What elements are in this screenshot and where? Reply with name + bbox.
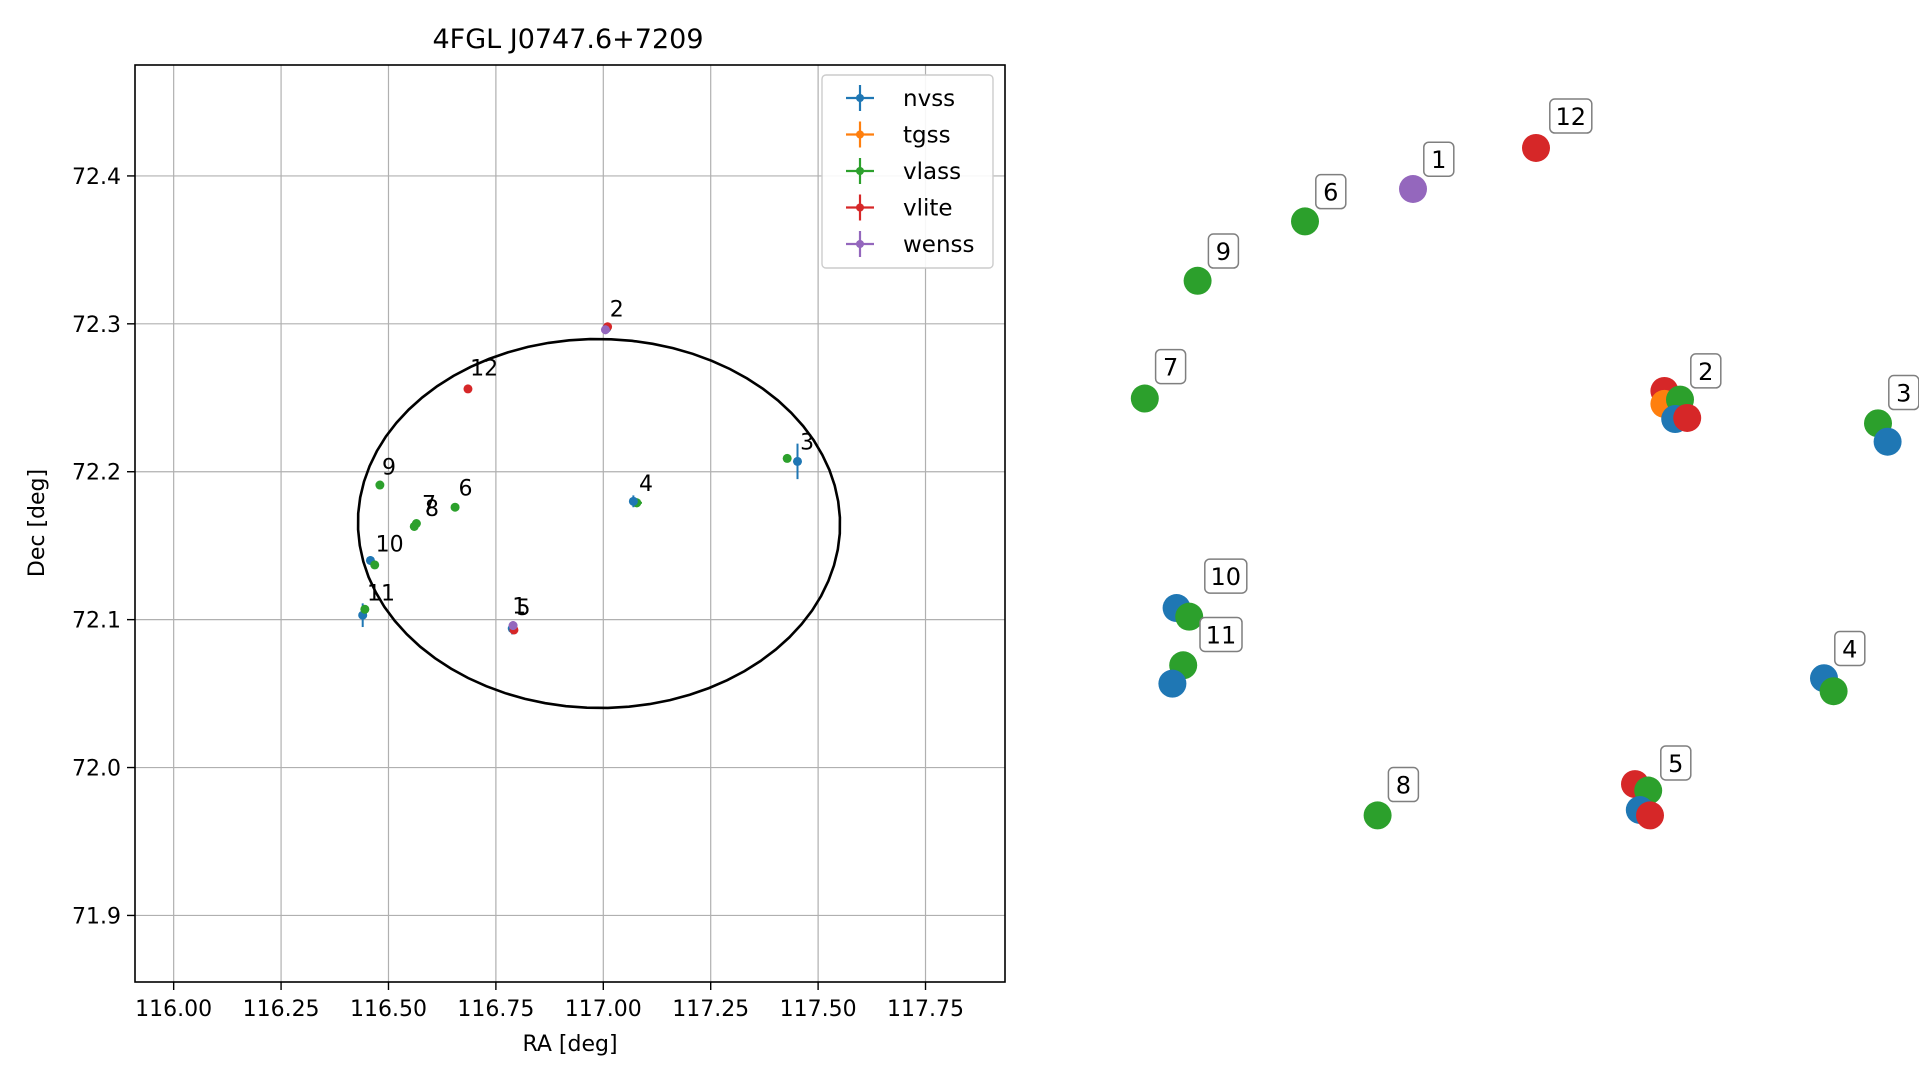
legend-label-nvss: nvss — [903, 86, 955, 112]
data-point-vlass — [370, 560, 380, 570]
data-point-vlass — [360, 604, 370, 614]
x-tick-label: 117.50 — [780, 997, 857, 1022]
cluster-point-nvss — [1873, 427, 1902, 456]
cluster-point-vlass — [1819, 677, 1848, 706]
source-label: 9 — [382, 456, 396, 481]
cluster-point-vlass — [1363, 801, 1392, 830]
cluster-label: 11 — [1206, 621, 1237, 649]
cluster-label: 3 — [1896, 380, 1911, 408]
cluster-label: 1 — [1431, 146, 1446, 174]
source-label: 11 — [367, 581, 395, 606]
cluster-label: 10 — [1211, 563, 1242, 591]
cluster-label: 9 — [1216, 238, 1231, 266]
data-point-wenss — [508, 621, 518, 631]
legend-label-tgss: tgss — [903, 123, 951, 149]
error-ellipse-layer — [356, 337, 842, 710]
y-axis-title: Dec [deg] — [25, 469, 50, 577]
x-axis-ticks: 116.00 116.25 116.50 116.75 117.00 117.25 117.… — [135, 982, 964, 1022]
y-tick-label: 71.9 — [72, 904, 121, 929]
source-label: 2 — [610, 297, 624, 322]
source-label: 3 — [800, 431, 814, 456]
cluster-point-vlite — [1673, 403, 1702, 432]
cluster-label-box — [1154, 348, 1187, 385]
cluster-label: 2 — [1698, 358, 1713, 386]
cluster-label-box — [1660, 745, 1692, 781]
data-points — [358, 322, 802, 635]
cluster-label-box — [1199, 616, 1243, 653]
cluster-label-box — [1204, 558, 1248, 594]
cluster-point-vlass — [1291, 207, 1319, 236]
legend-label-vlite: vlite — [903, 196, 953, 222]
source-label: 1 — [512, 595, 526, 620]
cluster-label: 4 — [1842, 635, 1857, 663]
cluster-label-box — [1549, 98, 1593, 134]
data-point-nvss — [792, 456, 802, 466]
x-tick-label: 117.25 — [672, 997, 749, 1022]
legend-label-wenss: wenss — [903, 232, 975, 258]
x-tick-label: 116.00 — [135, 997, 212, 1022]
x-tick-label: 116.25 — [243, 997, 320, 1022]
x-tick-label: 117.75 — [887, 997, 964, 1022]
legend-entries: nvss tgss vlass vlite wenss — [846, 85, 975, 258]
data-point-vlass — [450, 502, 460, 512]
cluster-label: 7 — [1163, 354, 1178, 382]
legend-marker-dot — [856, 94, 864, 102]
data-point-vlite — [463, 384, 473, 394]
cluster-diagram-points — [1130, 133, 1902, 830]
data-point-vlass — [375, 480, 385, 490]
cluster-label-box — [1387, 766, 1420, 803]
cluster-label: 8 — [1396, 772, 1411, 800]
y-tick-label: 72.3 — [72, 313, 121, 338]
legend-marker-dot — [856, 167, 864, 175]
y-tick-label: 72.2 — [72, 461, 121, 486]
source-label: 10 — [376, 533, 404, 558]
cluster-diagram-labels: 12 1 6 9 7 2 3 10 11 4 5 8 — [1154, 98, 1919, 803]
cluster-label-box — [1690, 353, 1722, 389]
source-label: 6 — [459, 476, 473, 501]
y-tick-label: 72.1 — [72, 609, 121, 634]
cluster-point-vlite — [1636, 801, 1664, 830]
source-label: 7 — [422, 493, 436, 518]
legend-box — [821, 74, 994, 269]
x-tick-label: 117.00 — [565, 997, 642, 1022]
data-point-wenss — [600, 325, 610, 335]
cluster-point-nvss — [1158, 669, 1187, 698]
source-label: 12 — [470, 357, 498, 382]
source-label: 5 — [517, 596, 531, 621]
cluster-label: 6 — [1323, 179, 1338, 207]
cluster-point-wenss — [1399, 175, 1427, 203]
chart-title: 4FGL J0747.6+7209 — [432, 24, 703, 55]
localization-ellipse — [356, 337, 842, 710]
cluster-label-box — [1315, 173, 1347, 210]
source-label: 8 — [425, 497, 439, 522]
data-point-vlass — [409, 521, 419, 531]
legend-marker-dot — [856, 130, 864, 139]
y-axis-ticks: 71.9 72.0 72.1 72.2 72.3 72.4 — [72, 165, 135, 929]
cluster-label-box — [1834, 630, 1866, 667]
plot-frame — [134, 64, 1006, 983]
legend-label-vlass: vlass — [903, 159, 961, 185]
source-label: 4 — [639, 472, 653, 497]
cluster-label-box — [1207, 233, 1240, 269]
x-tick-label: 116.50 — [350, 997, 427, 1022]
cluster-point-vlass — [1175, 602, 1204, 631]
cluster-point-vlite — [1522, 133, 1550, 162]
cluster-point-vlass — [1130, 384, 1159, 413]
cluster-point-vlass — [1183, 266, 1212, 295]
legend-marker-dot — [856, 240, 864, 248]
data-point-vlass — [782, 453, 792, 463]
y-tick-label: 72.4 — [72, 165, 121, 190]
y-tick-label: 72.0 — [72, 757, 121, 782]
cluster-label-box — [1423, 141, 1455, 177]
legend: nvss tgss vlass vlite wenss — [821, 74, 994, 269]
x-tick-label: 116.75 — [457, 997, 534, 1022]
cluster-label: 12 — [1556, 103, 1587, 131]
legend-marker-dot — [856, 203, 864, 212]
data-point-nvss — [628, 496, 638, 506]
cluster-label: 5 — [1668, 750, 1683, 778]
x-axis-title: RA [deg] — [522, 1032, 617, 1057]
